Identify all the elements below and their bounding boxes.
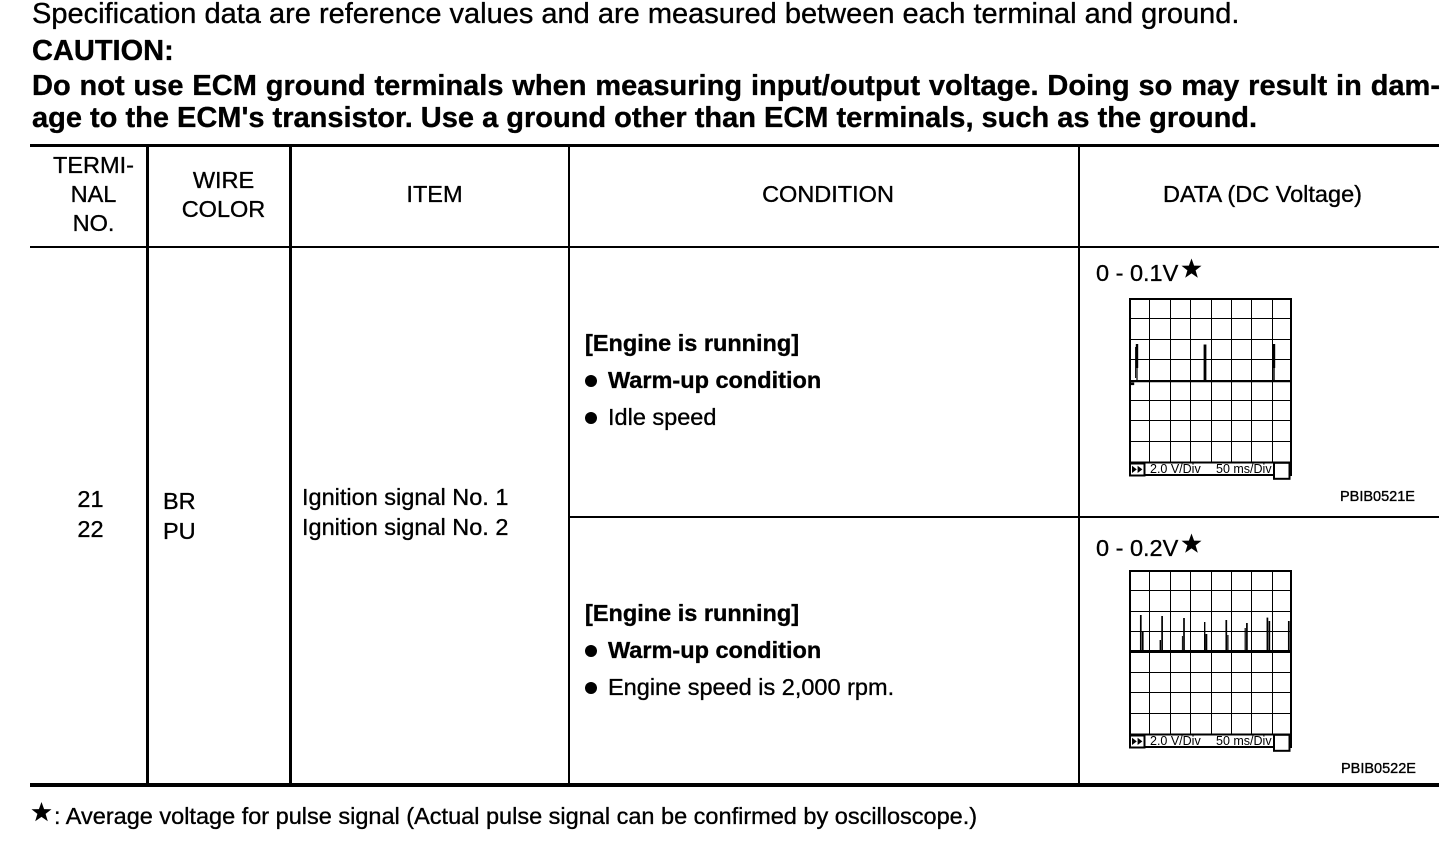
svg-text:2.0 V/Div: 2.0 V/Div xyxy=(1150,462,1201,476)
svg-text:2.0 V/Div: 2.0 V/Div xyxy=(1150,734,1201,748)
svg-text:50 ms/Div: 50 ms/Div xyxy=(1216,462,1272,476)
svg-text:50 ms/Div: 50 ms/Div xyxy=(1216,734,1272,748)
